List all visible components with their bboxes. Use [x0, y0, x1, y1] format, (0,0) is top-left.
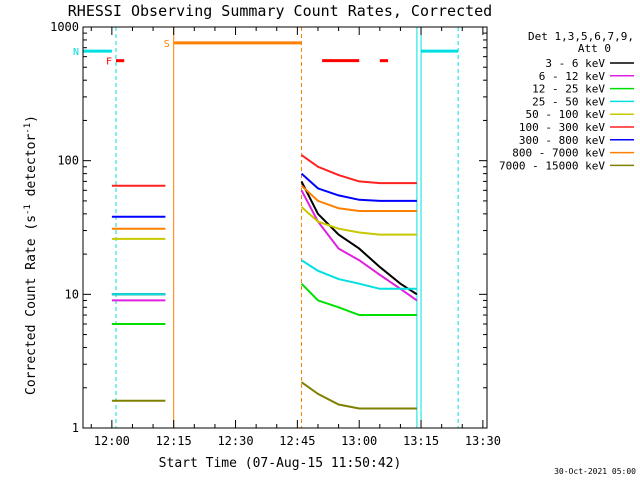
- legend-label-3: 25 - 50 keV: [532, 95, 605, 108]
- y-tick-label-2: 100: [57, 154, 79, 168]
- x-axis-label: Start Time (07-Aug-15 11:50:42): [159, 456, 402, 471]
- legend-label-1: 6 - 12 keV: [539, 70, 606, 83]
- x-tick-label-6: 13:30: [465, 434, 501, 448]
- x-tick-label-1: 12:15: [156, 434, 192, 448]
- y-axis-label-mid: detector: [24, 134, 39, 205]
- series-line-0-1: [300, 180, 418, 296]
- chart-title: RHESSI Observing Summary Count Rates, Co…: [68, 2, 492, 20]
- y-tick-label-0: 1: [72, 421, 79, 435]
- legend-label-0: 3 - 6 keV: [545, 57, 605, 70]
- x-tick-label-2: 12:30: [217, 434, 253, 448]
- plot-area: F N S 12:00 12:15 12:30 12:45 13:00 13:15 13:30 1 1…: [50, 20, 501, 448]
- series-line-5-1: [300, 154, 417, 185]
- legend-label-2: 12 - 25 keV: [532, 83, 605, 96]
- plot-frame: [82, 26, 488, 429]
- y-axis-label-sup1: -1: [23, 204, 33, 215]
- legend-label-5: 100 - 300 keV: [519, 121, 605, 134]
- y-axis-label-end: ): [24, 115, 39, 123]
- date-stamp: 30-Oct-2021 05:00: [554, 467, 636, 476]
- y-axis-label: Corrected Count Rate (s-1 detector-1): [23, 115, 39, 395]
- flag-label-f: F: [106, 57, 112, 68]
- flag-label-n: N: [73, 47, 79, 58]
- y-axis-label-sup2: -1: [23, 123, 33, 134]
- legend-label-6: 300 - 800 keV: [519, 134, 605, 147]
- series-line-6-1: [300, 172, 417, 202]
- legend-label-4: 50 - 100 keV: [526, 108, 606, 121]
- y-tick-label-1: 10: [65, 287, 79, 301]
- x-tick-label-3: 12:45: [279, 434, 315, 448]
- legend-header-line2: Att 0: [578, 42, 611, 55]
- x-tick-label-4: 13:00: [341, 434, 377, 448]
- y-tick-label-3: 1000: [50, 20, 79, 34]
- series-line-3-1: [300, 259, 417, 290]
- flag-label-s: S: [164, 39, 170, 50]
- x-tick-label-0: 12:00: [94, 434, 130, 448]
- series-line-4-1: [300, 206, 417, 236]
- series-line-8-1: [300, 381, 417, 410]
- legend-header-line1: Det 1,3,5,6,7,9,: [528, 30, 634, 43]
- series-line-2-1: [300, 282, 417, 316]
- y-axis-label-main: Corrected Count Rate (s: [24, 215, 39, 395]
- series-line-7-1: [300, 184, 417, 212]
- legend-label-8: 7000 - 15000 keV: [499, 159, 605, 172]
- x-tick-label-5: 13:15: [403, 434, 439, 448]
- legend-label-7: 800 - 7000 keV: [512, 147, 605, 160]
